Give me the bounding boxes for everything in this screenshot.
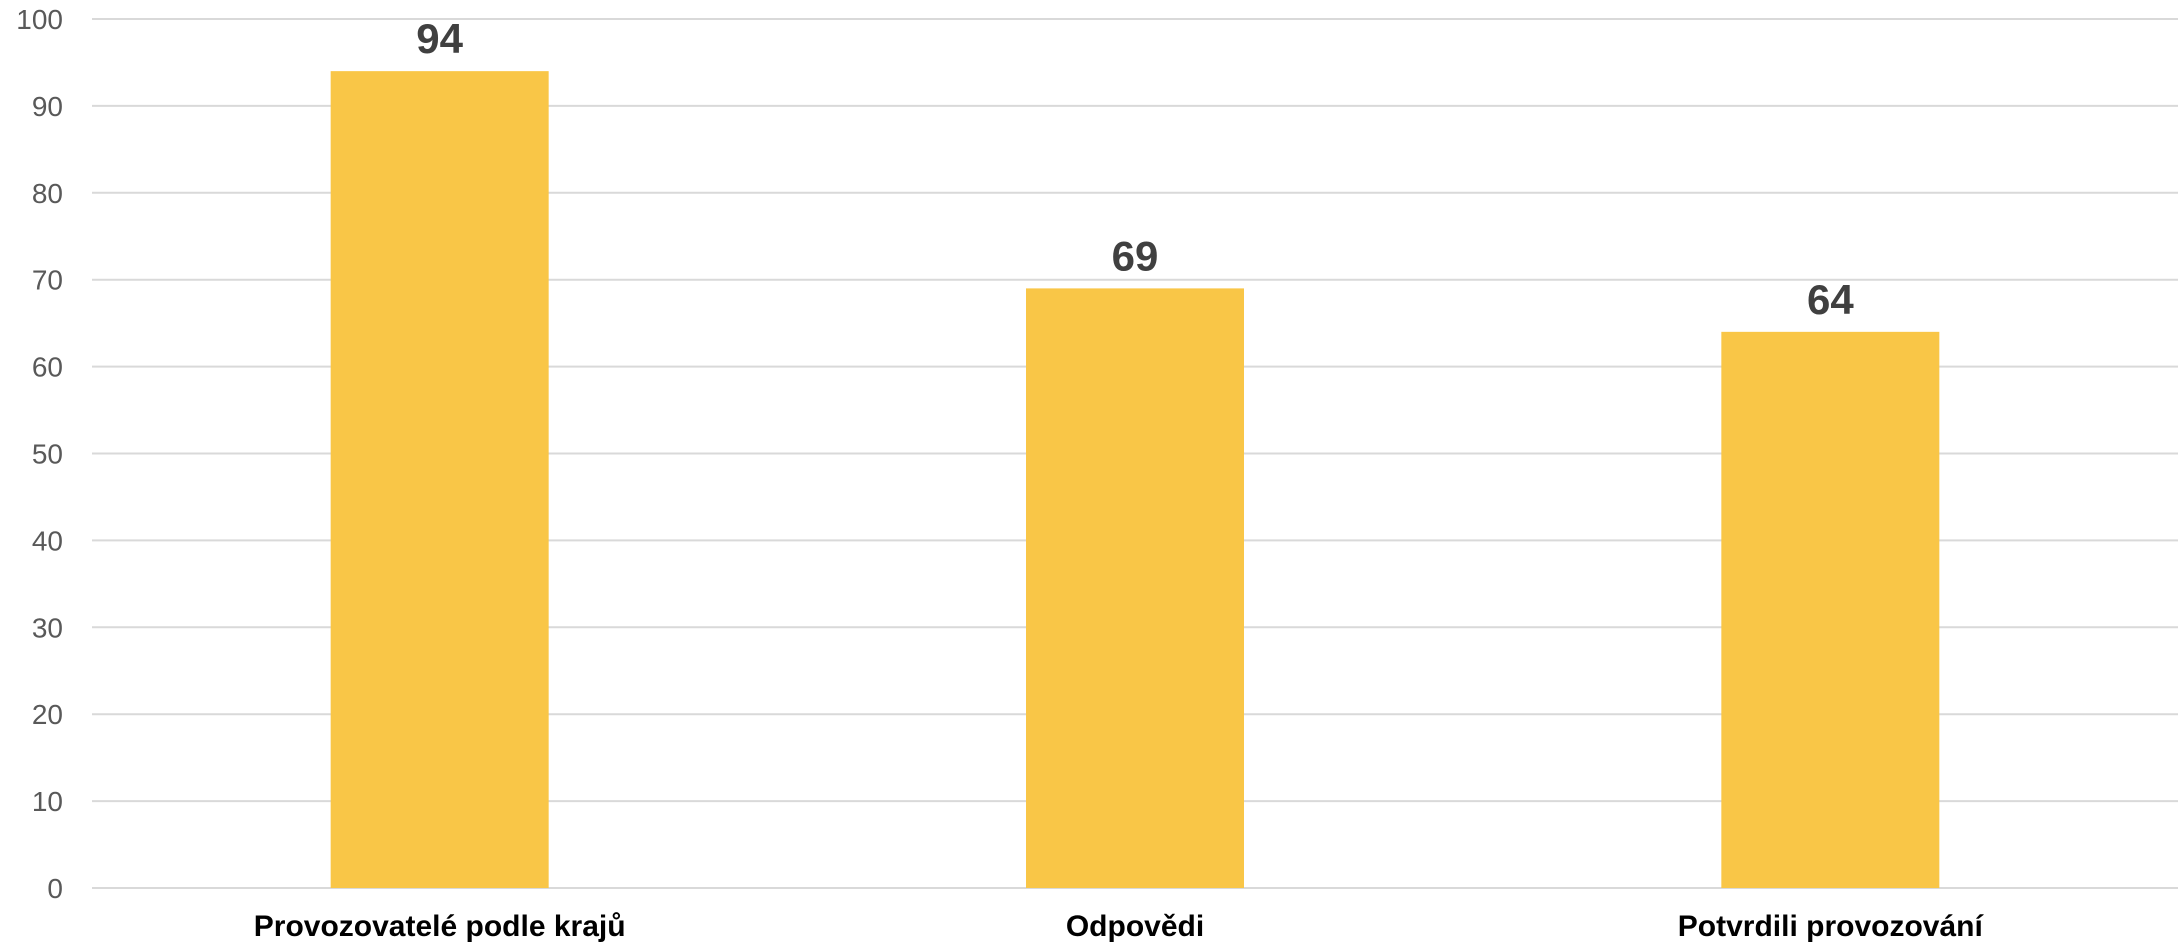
y-tick-label: 40 <box>32 525 63 556</box>
y-tick-label: 10 <box>32 786 63 817</box>
y-tick-label: 50 <box>32 439 63 470</box>
x-axis-categories: Provozovatelé podle krajů Odpovědi Potvrdi… <box>254 910 1985 943</box>
y-tick-label: 80 <box>32 178 63 209</box>
bars <box>330 71 1940 889</box>
y-tick-label: 90 <box>32 91 63 122</box>
data-label: 94 <box>416 15 463 62</box>
data-labels: 94 69 64 <box>416 15 1854 323</box>
x-category-label: Odpovědi <box>1066 910 1204 943</box>
y-axis-ticks: 0 10 20 30 40 50 60 70 80 90 100 <box>16 4 63 904</box>
y-tick-label: 0 <box>47 873 63 904</box>
y-tick-label: 60 <box>32 352 63 383</box>
bar <box>1721 331 1940 889</box>
y-tick-label: 70 <box>32 265 63 296</box>
y-tick-label: 100 <box>16 4 63 35</box>
y-tick-label: 30 <box>32 612 63 643</box>
x-category-label: Potvrdili provozování <box>1678 910 1985 943</box>
data-label: 64 <box>1807 276 1854 323</box>
x-category-label: Provozovatelé podle krajů <box>254 910 626 943</box>
bar <box>1026 288 1244 888</box>
y-tick-label: 20 <box>32 699 63 730</box>
data-label: 69 <box>1112 232 1159 279</box>
bar <box>330 71 549 888</box>
